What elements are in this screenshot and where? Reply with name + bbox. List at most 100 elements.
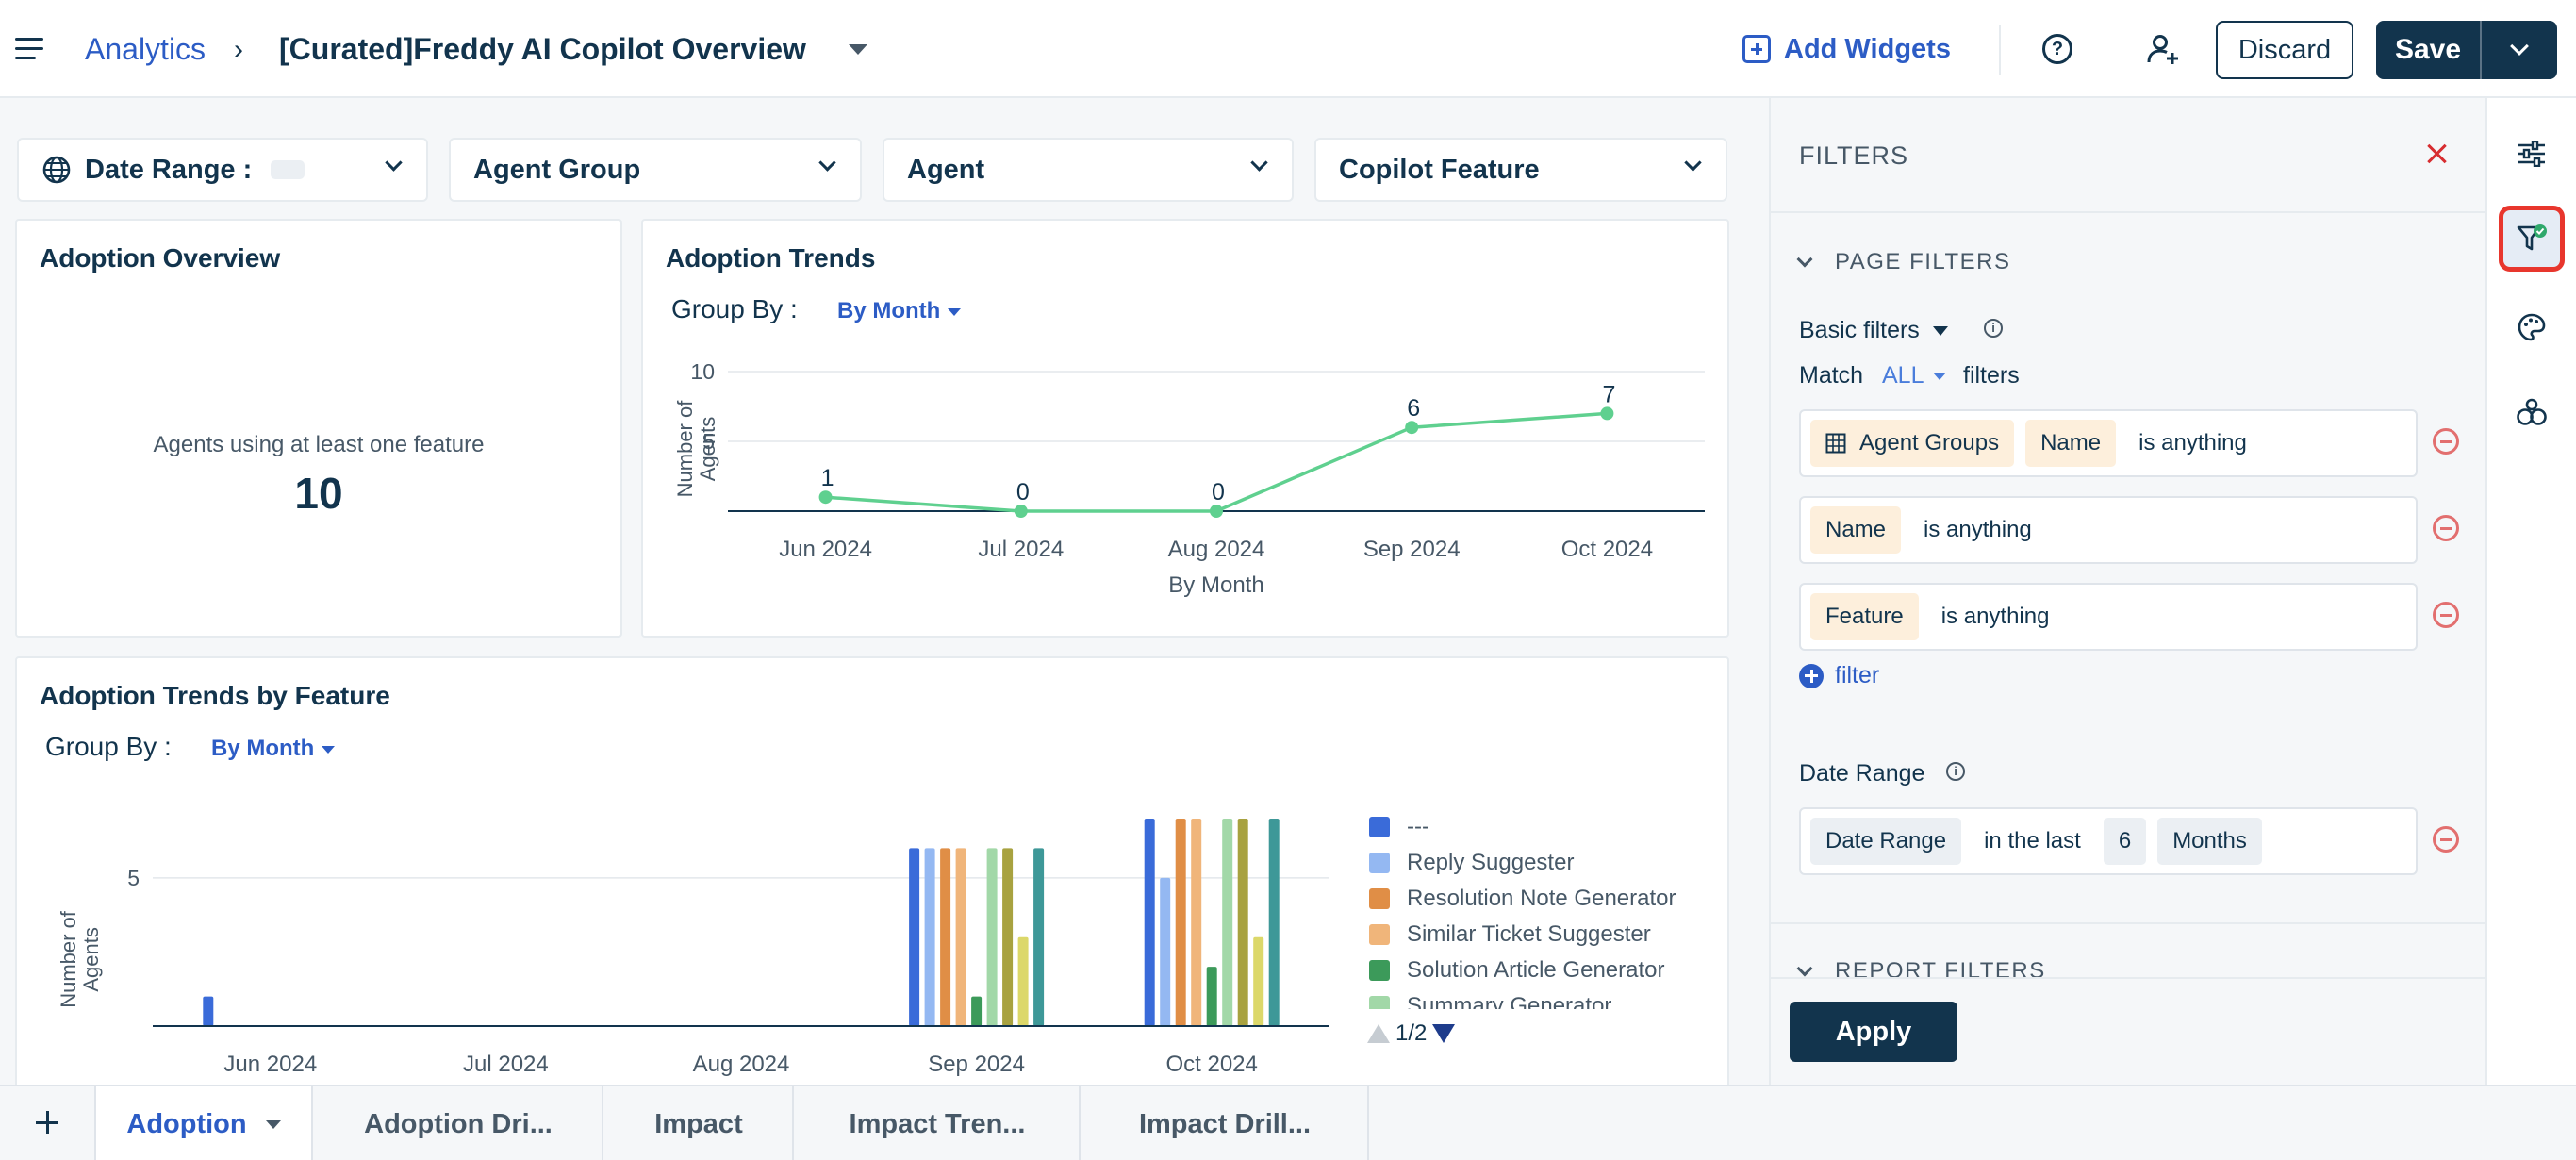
properties-rail-button[interactable] (2506, 128, 2557, 179)
bar[interactable] (955, 848, 966, 1026)
bar[interactable] (940, 848, 951, 1026)
add-tab-icon[interactable] (36, 1111, 58, 1134)
legend-item[interactable]: Reply Suggester (1369, 845, 1727, 881)
bar[interactable] (203, 996, 214, 1026)
date-range-filter[interactable]: Date Range : (17, 138, 428, 202)
bar[interactable] (1237, 819, 1248, 1026)
bar[interactable] (924, 848, 935, 1026)
match-mode-dropdown[interactable]: ALL (1882, 362, 1947, 389)
legend-label: Similar Ticket Suggester (1407, 921, 1651, 947)
filter-operator[interactable]: is anything (2138, 430, 2247, 456)
data-point[interactable] (818, 490, 833, 505)
tab-impact[interactable]: Impact (605, 1086, 794, 1160)
filter-field-chip[interactable]: Name (2025, 420, 2117, 467)
legend-item[interactable]: Similar Ticket Suggester (1369, 917, 1727, 953)
copilot-feature-filter[interactable]: Copilot Feature (1314, 138, 1727, 202)
add-filter-button[interactable]: filter (1799, 662, 1879, 689)
save-options-dropdown[interactable] (2482, 21, 2557, 79)
tab-adoption[interactable]: Adoption (96, 1086, 313, 1160)
copilot-feature-label: Copilot Feature (1339, 154, 1540, 185)
page-filters-section-toggle[interactable]: PAGE FILTERS (1796, 249, 2010, 275)
plus-square-icon (1742, 35, 1771, 63)
remove-filter-icon[interactable] (2433, 428, 2459, 455)
top-header: Analytics › [Curated]Freddy AI Copilot O… (0, 0, 2576, 98)
agent-group-filter[interactable]: Agent Group (449, 138, 862, 202)
date-unit-chip[interactable]: Months (2157, 818, 2262, 865)
bar[interactable] (1160, 877, 1171, 1026)
tab-impact-trends[interactable]: Impact Tren... (796, 1086, 1081, 1160)
data-point[interactable] (1210, 505, 1223, 518)
date-field-chip[interactable]: Date Range (1810, 818, 1962, 865)
filter-entity-chip[interactable]: Agent Groups (1810, 420, 2015, 467)
group-by-dropdown[interactable]: By Month (211, 736, 336, 762)
bar[interactable] (986, 848, 998, 1026)
group-by-label: Group By : (671, 294, 798, 323)
bar[interactable] (1206, 967, 1217, 1026)
agent-filter[interactable]: Agent (883, 138, 1294, 202)
theme-rail-button[interactable] (2506, 302, 2557, 353)
save-button[interactable]: Save (2376, 21, 2482, 79)
table-icon (1825, 433, 1846, 454)
report-canvas: Date Range : Agent Group Agent Copilot F… (0, 98, 1769, 1085)
data-label: 1 (821, 465, 834, 491)
bar[interactable] (1175, 819, 1186, 1026)
info-icon[interactable]: i (1946, 762, 1965, 781)
share-user-icon[interactable] (2146, 32, 2180, 66)
bar[interactable] (971, 996, 983, 1026)
bar[interactable] (1253, 936, 1264, 1026)
header-divider (1999, 25, 2001, 75)
data-point[interactable] (1600, 406, 1614, 421)
help-icon[interactable]: ? (2042, 34, 2072, 64)
chevron-down-icon (1796, 960, 1813, 977)
info-icon[interactable]: i (1984, 319, 2003, 338)
legend-prev-icon[interactable] (1367, 1024, 1390, 1043)
bar[interactable] (1222, 819, 1233, 1026)
bar[interactable] (1033, 848, 1045, 1026)
tab-label: Adoption (126, 1108, 247, 1139)
persona-icon (2517, 398, 2547, 425)
tab-impact-drilldown[interactable]: Impact Drill... (1082, 1086, 1369, 1160)
filter-field-chip[interactable]: Name (1810, 506, 1902, 554)
group-by-dropdown[interactable]: By Month (837, 298, 962, 324)
filter-operator[interactable]: is anything (1924, 517, 2032, 542)
bar[interactable] (1191, 819, 1202, 1026)
bar[interactable] (909, 848, 920, 1026)
date-value-chip[interactable]: 6 (2103, 818, 2147, 865)
bar[interactable] (1002, 848, 1014, 1026)
remove-filter-icon[interactable] (2433, 826, 2459, 853)
date-operator[interactable]: in the last (1984, 828, 2081, 853)
apply-button[interactable]: Apply (1790, 1002, 1957, 1062)
group-by-value: By Month (211, 736, 315, 761)
legend-item[interactable]: --- (1369, 809, 1727, 845)
legend-item[interactable]: Summary Generator (1369, 988, 1727, 1009)
bar[interactable] (1144, 819, 1155, 1026)
filters-rail-button[interactable] (2499, 206, 2565, 272)
close-icon[interactable] (2423, 140, 2452, 168)
add-widgets-button[interactable]: Add Widgets (1742, 28, 1951, 70)
legend-swatch (1369, 996, 1390, 1009)
x-tick-label: Sep 2024 (1363, 537, 1461, 562)
persona-rail-button[interactable] (2506, 387, 2557, 438)
adoption-overview-card: Adoption Overview Agents using at least … (15, 219, 622, 638)
menu-icon[interactable] (15, 38, 43, 60)
basic-filters-dropdown[interactable]: Basic filters (1799, 317, 1948, 344)
filter-operator[interactable]: is anything (1940, 604, 2050, 629)
legend-next-icon[interactable] (1432, 1024, 1456, 1043)
data-point[interactable] (1014, 505, 1028, 518)
remove-filter-icon[interactable] (2433, 515, 2459, 541)
x-tick-label: Oct 2024 (1165, 1052, 1257, 1077)
card-title: Adoption Trends (666, 243, 876, 273)
discard-button[interactable]: Discard (2216, 21, 2353, 79)
legend-item[interactable]: Resolution Note Generator (1369, 881, 1727, 917)
legend-item[interactable]: Solution Article Generator (1369, 953, 1727, 988)
remove-filter-icon[interactable] (2433, 602, 2459, 628)
data-point[interactable] (1405, 421, 1419, 435)
bar[interactable] (1017, 936, 1029, 1026)
bar[interactable] (1268, 819, 1280, 1026)
breadcrumb-analytics[interactable]: Analytics (85, 32, 206, 66)
legend-swatch (1369, 888, 1390, 909)
tab-adoption-drilldown[interactable]: Adoption Dri... (315, 1086, 603, 1160)
tab-menu-icon[interactable] (265, 1119, 281, 1129)
filter-field-chip[interactable]: Feature (1810, 593, 1919, 640)
title-dropdown-icon[interactable] (849, 44, 867, 55)
